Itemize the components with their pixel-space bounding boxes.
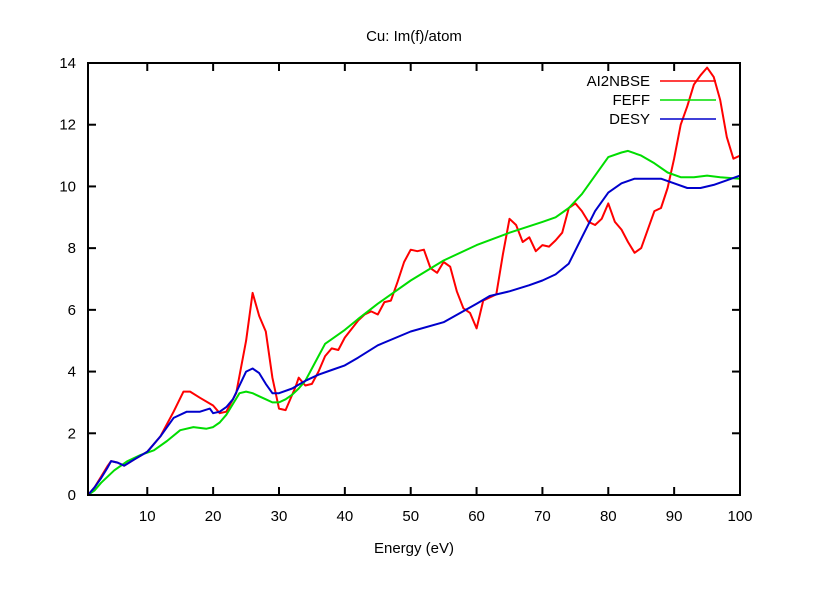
x-tick-label: 90 bbox=[666, 508, 683, 525]
series-layer bbox=[87, 66, 741, 496]
y-tick-label: 6 bbox=[68, 302, 76, 319]
x-tick-label: 80 bbox=[600, 508, 617, 525]
x-tick-label: 20 bbox=[205, 508, 222, 525]
y-tick-label: 2 bbox=[68, 425, 76, 442]
x-tick-label: 100 bbox=[727, 508, 752, 525]
y-axis: 0 2 4 6 8 10 12 14 bbox=[59, 55, 740, 504]
y-tick-label: 0 bbox=[68, 487, 76, 504]
x-tick-label: 70 bbox=[534, 508, 551, 525]
y-tick-label: 4 bbox=[68, 364, 76, 381]
y-tick-label: 10 bbox=[59, 178, 76, 195]
y-tick-label: 14 bbox=[59, 55, 76, 72]
x-tick-label: 40 bbox=[337, 508, 354, 525]
chart-title: Cu: Im(f)/atom bbox=[366, 28, 462, 45]
x-tick-label: 60 bbox=[468, 508, 485, 525]
y-tick-label: 8 bbox=[68, 240, 76, 257]
x-tick-label: 30 bbox=[271, 508, 288, 525]
series-line-desy bbox=[87, 174, 741, 496]
plot-frame bbox=[87, 62, 741, 496]
legend-label-desy: DESY bbox=[609, 111, 650, 128]
legend: AI2NBSE FEFF DESY bbox=[587, 73, 716, 128]
legend-label-ai2nbse: AI2NBSE bbox=[587, 73, 650, 90]
x-tick-label: 10 bbox=[139, 508, 156, 525]
x-axis-label: Energy (eV) bbox=[374, 540, 454, 557]
series-line-feff bbox=[87, 149, 741, 496]
x-axis: 10 20 30 40 50 60 70 80 90 100 bbox=[139, 63, 753, 525]
series-line-ai2nbse bbox=[87, 66, 741, 496]
x-tick-label: 50 bbox=[402, 508, 419, 525]
y-tick-label: 12 bbox=[59, 117, 76, 134]
legend-label-feff: FEFF bbox=[613, 92, 651, 109]
